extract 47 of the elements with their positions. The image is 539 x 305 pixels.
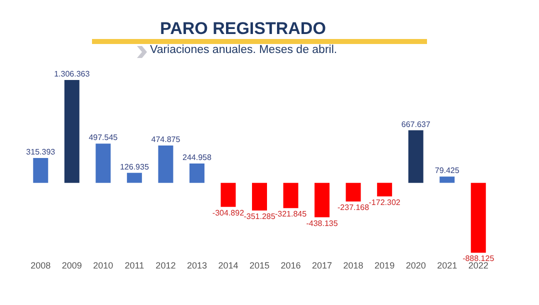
data-label: -237.168: [338, 202, 370, 212]
x-tick-label: 2015: [249, 260, 270, 270]
x-tick-label: 2022: [468, 260, 488, 270]
x-tick-label: 2017: [312, 260, 332, 270]
bar: [346, 182, 361, 202]
bar: [64, 80, 80, 183]
data-label: 79.425: [434, 166, 460, 176]
x-tick-label: 2013: [186, 260, 207, 270]
x-tick-label: 2010: [93, 260, 114, 270]
chart-subtitle: Variaciones anuales. Meses de abril.: [150, 44, 338, 56]
x-tick-label: 2009: [62, 260, 82, 270]
data-label: 1.306.363: [54, 70, 90, 78]
bar: [283, 182, 298, 208]
data-label: -351.285: [244, 212, 276, 221]
x-tick-label: 2021: [437, 260, 458, 270]
x-tick-label: 2008: [30, 260, 51, 270]
data-label: 126.935: [120, 162, 150, 172]
bar: [189, 164, 204, 183]
bar: [220, 182, 236, 207]
x-tick-label: 2019: [374, 260, 395, 270]
bar: [440, 176, 455, 183]
bar: [377, 182, 392, 196]
data-label: -304.892: [212, 208, 245, 218]
data-label: 244.958: [182, 153, 212, 162]
data-label: -172.302: [368, 198, 401, 207]
x-tick-label: 2014: [218, 260, 238, 270]
bar: [470, 182, 486, 253]
x-tick-label: 2018: [343, 260, 364, 270]
bar: [158, 145, 174, 183]
x-tick-label: 2020: [406, 260, 426, 270]
data-label: -438.135: [306, 218, 338, 228]
data-label: -321.845: [274, 210, 308, 219]
data-label: 497.545: [88, 133, 118, 142]
x-tick-label: 2012: [156, 260, 176, 270]
bar: [408, 130, 424, 183]
bar: [252, 182, 267, 210]
x-tick-label: 2016: [280, 260, 301, 270]
chart-title: PARO REGISTRADO: [160, 19, 326, 39]
bar: [33, 158, 48, 183]
x-tick-label: 2011: [124, 260, 144, 270]
data-label: -888.125: [462, 254, 495, 264]
bar: [126, 172, 142, 183]
bar: [96, 144, 111, 183]
bar: [314, 182, 330, 218]
data-label: 315.393: [26, 148, 56, 156]
data-label: 667.637: [401, 120, 431, 129]
data-label: 474.875: [151, 134, 181, 144]
